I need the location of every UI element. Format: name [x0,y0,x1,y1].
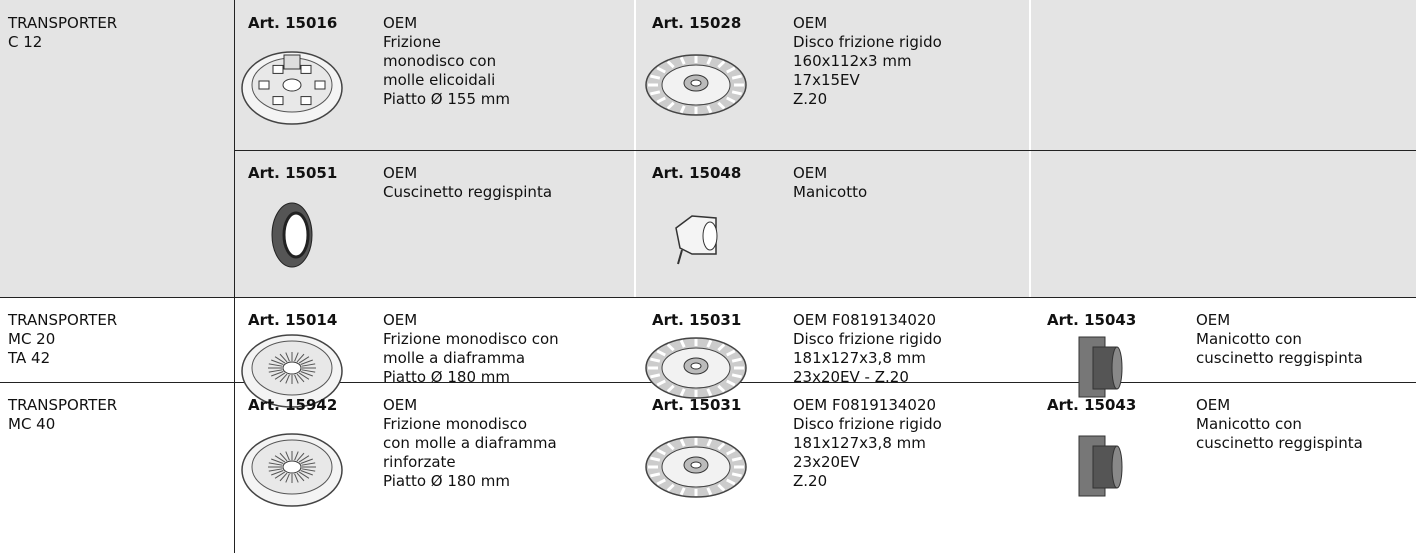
product-image [645,337,747,399]
article-number: Art. 15942 [248,396,338,414]
description-line: con molle a diaframma [383,434,557,452]
row-divider [0,297,1416,298]
model-name: MC 20 [8,330,56,348]
model-name: TA 42 [8,349,51,367]
description-line: Frizione [383,33,441,51]
description-line: cuscinetto reggispinta [1196,349,1363,367]
description-line: Disco frizione rigido [793,33,942,51]
description-line: 181x127x3,8 mm [793,349,926,367]
description-line: 23x20EV [793,453,860,471]
description-line: OEM [1196,396,1231,414]
description-line: OEM [383,311,418,329]
description-line: OEM F0819134020 [793,311,937,329]
description-line: Disco frizione rigido [793,330,942,348]
description-line: Piatto Ø 155 mm [383,90,510,108]
product-image [675,215,718,265]
product-image [271,202,313,268]
description-line: OEM F0819134020 [793,396,937,414]
article-number: Art. 15048 [652,164,742,182]
model-name: MC 40 [8,415,56,433]
description-line: 160x112x3 mm [793,52,912,70]
row-divider [235,150,1416,151]
model-name: TRANSPORTER [8,396,118,414]
article-number: Art. 15051 [248,164,338,182]
model-name: C 12 [8,33,43,51]
description-line: Piatto Ø 180 mm [383,368,510,386]
description-line: Z.20 [793,472,828,490]
product-image [645,54,747,116]
product-image [241,433,343,507]
article-number: Art. 15028 [652,14,742,32]
article-number: Art. 15031 [652,396,742,414]
description-line: cuscinetto reggispinta [1196,434,1363,452]
product-image [645,436,747,498]
cell-divider [634,0,636,297]
description-line: molle a diaframma [383,349,526,367]
description-line: Cuscinetto reggispinta [383,183,553,201]
description-line: Manicotto [793,183,868,201]
article-number: Art. 15043 [1047,396,1137,414]
description-line: Piatto Ø 180 mm [383,472,510,490]
product-image [241,51,343,125]
description-line: OEM [383,14,418,32]
description-line: Disco frizione rigido [793,415,942,433]
article-number: Art. 15031 [652,311,742,329]
model-name: TRANSPORTER [8,14,118,32]
description-line: 23x20EV - Z.20 [793,368,909,386]
description-line: OEM [1196,311,1231,329]
description-line: Frizione monodisco con [383,330,559,348]
description-line: OEM [383,396,418,414]
product-image [1078,435,1123,497]
description-line: 17x15EV [793,71,860,89]
description-line: Manicotto con [1196,415,1302,433]
description-line: Z.20 [793,90,828,108]
description-line: 181x127x3,8 mm [793,434,926,452]
column-divider [234,0,235,553]
model-name: TRANSPORTER [8,311,118,329]
description-line: OEM [383,164,418,182]
product-image [241,334,343,408]
product-image [1078,336,1123,398]
description-line: molle elicoidali [383,71,496,89]
article-number: Art. 15043 [1047,311,1137,329]
description-line: rinforzate [383,453,456,471]
article-number: Art. 15016 [248,14,338,32]
article-number: Art. 15014 [248,311,338,329]
description-line: monodisco con [383,52,497,70]
description-line: Manicotto con [1196,330,1302,348]
description-line: OEM [793,14,828,32]
description-line: Frizione monodisco [383,415,527,433]
cell-divider [1029,0,1031,297]
description-line: OEM [793,164,828,182]
